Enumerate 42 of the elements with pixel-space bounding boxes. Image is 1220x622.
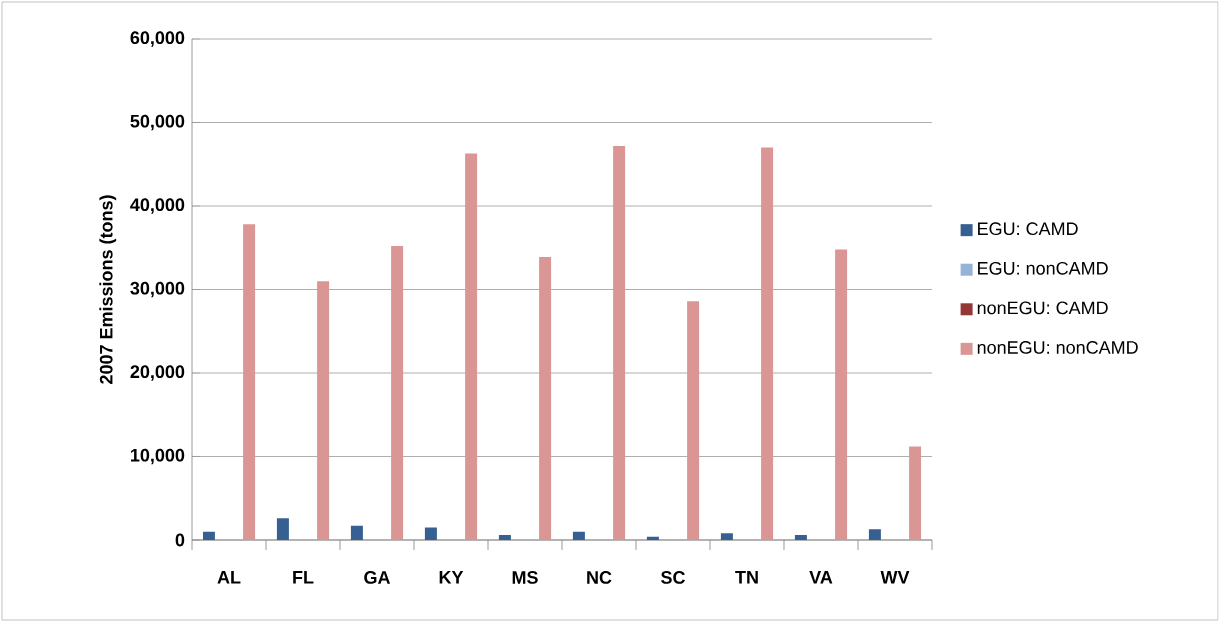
y-tick-label: 0 xyxy=(175,533,185,547)
legend-label: EGU: CAMD xyxy=(978,222,1078,236)
x-tick-label: TN xyxy=(735,571,758,584)
y-tick-label: 30,000 xyxy=(130,281,185,298)
bar xyxy=(539,256,552,540)
bar xyxy=(391,246,404,540)
x-tick-label: FL xyxy=(293,571,314,584)
x-tick-label: WV xyxy=(880,571,910,584)
bar xyxy=(317,281,330,540)
y-axis-title: 2007 Emissions (tons) xyxy=(99,195,117,384)
bar xyxy=(613,145,626,540)
y-tick-label: 20,000 xyxy=(130,365,185,381)
bar xyxy=(720,533,733,540)
y-tick-label: 60,000 xyxy=(130,31,185,47)
legend-label: nonEGU: CAMD xyxy=(977,301,1108,315)
y-tick-label: 50,000 xyxy=(130,114,185,131)
x-tick-label: GA xyxy=(364,571,391,584)
bar xyxy=(794,534,807,540)
bar xyxy=(498,534,511,540)
legend-label: nonEGU: nonCAMD xyxy=(977,341,1138,354)
bar xyxy=(572,531,585,540)
x-tick-label: NC xyxy=(587,571,612,584)
x-tick-label: KY xyxy=(439,571,464,584)
bar xyxy=(909,446,922,540)
bar xyxy=(465,153,478,540)
bar xyxy=(835,249,848,540)
bar xyxy=(243,224,256,540)
bar xyxy=(424,527,437,540)
x-tick-label: AL xyxy=(217,571,241,584)
bar xyxy=(646,536,659,540)
x-tick-label: VA xyxy=(809,571,833,584)
bar xyxy=(276,518,289,540)
y-tick-label: 40,000 xyxy=(130,198,185,214)
bar xyxy=(868,529,881,540)
bar xyxy=(761,147,774,540)
x-tick-label: MS xyxy=(512,571,538,584)
bar xyxy=(687,301,700,540)
legend-label: EGU: nonCAMD xyxy=(978,261,1108,275)
bar xyxy=(350,525,363,540)
y-tick-label: 10,000 xyxy=(131,448,185,465)
bar xyxy=(202,531,215,540)
x-tick-label: SC xyxy=(661,571,686,584)
